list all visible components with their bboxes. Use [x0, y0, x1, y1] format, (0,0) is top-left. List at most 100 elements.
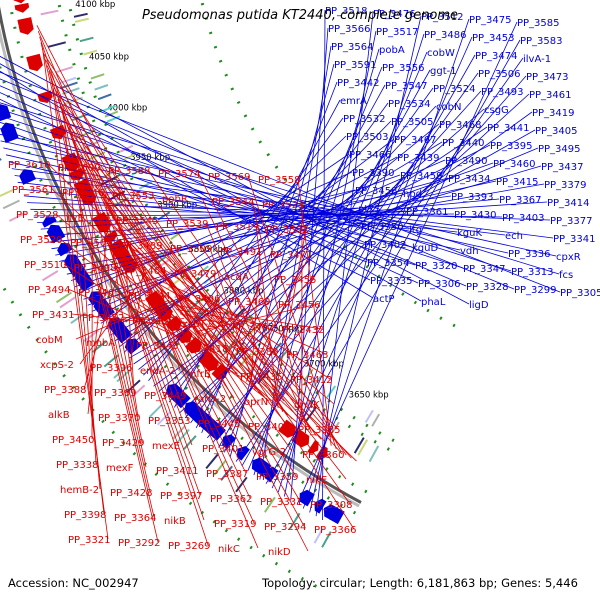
reverse-gene-label: PP_3338 [56, 460, 99, 471]
forward-gene-label: PP_3379 [544, 180, 587, 191]
category-bar [185, 299, 201, 313]
red-label-connector [37, 30, 259, 549]
forward-gene-label: PP_3556 [382, 63, 425, 74]
category-bar [0, 158, 2, 161]
red-label-connector [74, 143, 147, 468]
category-bar [159, 267, 176, 281]
reverse-gene-label: PP_3510 [24, 260, 67, 271]
blue-label-connector [0, 115, 464, 269]
red-label-connector [69, 132, 247, 474]
forward-gene-label: PP_3505 [391, 117, 434, 128]
forward-gene-label: ltg [409, 225, 422, 236]
forward-gene-label: PP_3437 [541, 162, 584, 173]
category-bar [205, 453, 219, 470]
forward-gene-label: PP_3313 [511, 267, 554, 278]
category-bar [220, 465, 233, 481]
red-label-connector [123, 237, 135, 393]
blue-label-connector [184, 90, 482, 419]
forward-gene-label: PP_3547 [385, 81, 428, 92]
reverse-gene-label: PP_3464 [124, 266, 167, 277]
forward-gene-label: PP_3350 [361, 222, 404, 233]
reverse-gene-label: PP_3319 [214, 519, 257, 530]
reverse-gene-label: xcpT-2 [182, 319, 215, 330]
forward-gene-label: PP_3361 [406, 207, 449, 218]
forward-gene-label: PP_3402 [364, 240, 407, 251]
reverse-gene-label: PP_3491 [220, 247, 263, 258]
reverse-gene-label: PP_3588 [108, 166, 151, 177]
reverse-gene-label: PP_3489 [120, 241, 163, 252]
red-label-connector [172, 304, 323, 330]
kbp-label: 3800 kbp [223, 286, 263, 296]
red-label-connector [86, 170, 193, 446]
kbp-label: 4050 kbp [89, 53, 129, 63]
category-bar [41, 270, 59, 282]
forward-gene-label: PP_3566 [328, 24, 371, 35]
reverse-gene-label: nikE [306, 475, 327, 486]
category-bar [321, 531, 332, 548]
red-label-connector [55, 93, 301, 502]
red-label-connector [57, 99, 251, 499]
category-bar [353, 437, 365, 454]
forward-gene-label: PP_3441 [487, 123, 530, 134]
forward-gene-label: PP_3395 [490, 141, 533, 152]
red-label-connector [150, 276, 327, 355]
red-label-connector [63, 263, 243, 379]
forward-gene-label: PP_3367 [499, 195, 542, 206]
red-label-connector [130, 247, 331, 380]
reverse-gene-label: PP_3509 [170, 244, 213, 255]
reverse-gene-label: PP_3600 [58, 163, 101, 174]
forward-gene-label: cobW [427, 48, 455, 59]
red-label-connector [46, 65, 255, 524]
red-label-connector [197, 172, 342, 453]
forward-gene-label: hpd [403, 189, 422, 200]
red-label-connector [42, 48, 109, 540]
forward-gene-label: PP_3336 [508, 249, 551, 260]
kbp-label: 4000 kbp [107, 104, 147, 114]
forward-gene-label: PP_3306 [418, 279, 461, 290]
reverse-gene-label: acdA [224, 272, 249, 283]
category-bar [60, 81, 78, 90]
category-bar [74, 17, 89, 23]
red-label-connector [195, 303, 319, 333]
reverse-gene-label: PP_3463 [286, 350, 329, 361]
forward-gene-label: PP_3354 [367, 258, 410, 269]
reverse-gene-label: PP_3418 [186, 344, 229, 355]
reverse-gene-label: PP_3444 [128, 291, 171, 302]
forward-gene-label: PP_3458 [355, 186, 398, 197]
kbp-label: 4100 kbp [75, 0, 115, 10]
forward-gene-label: PP_3347 [463, 264, 506, 275]
red-label-connector [75, 299, 170, 340]
category-bar [97, 93, 112, 101]
reverse-gene-label: PP_3569 [208, 172, 251, 183]
category-bar [130, 384, 146, 399]
category-bar [234, 307, 246, 319]
reverse-gene-label: ilvE [66, 213, 84, 224]
red-label-connector [89, 175, 143, 443]
reverse-gene-label: PP_3411 [156, 466, 199, 477]
red-label-connector [61, 110, 151, 493]
reverse-gene-label: PP_3396 [90, 363, 133, 374]
forward-gene-label: PP_3415 [496, 177, 539, 188]
reverse-gene-label: PP_3558 [258, 175, 301, 186]
reverse-gene-label: PP_3450 [52, 435, 95, 446]
forward-gene-label: kguK [457, 228, 482, 239]
red-label-connector [39, 36, 209, 546]
red-label-connector [63, 115, 101, 490]
reverse-gene-label: PP_3523 [262, 200, 305, 211]
red-label-connector [245, 253, 311, 382]
reverse-gene-label: PP_3366 [314, 525, 357, 536]
blue-label-connector [0, 102, 560, 275]
blue-label-connector [96, 156, 398, 318]
category-bar [263, 496, 276, 513]
blue-label-connector [0, 121, 416, 266]
genome-summary-text: Topology: circular; Length: 6,181,863 bp… [262, 576, 578, 590]
category-bar [368, 445, 380, 463]
red-label-connector [155, 219, 288, 416]
reverse-gene-label: PP_3445 [198, 419, 241, 430]
forward-gene-label: PP_3468 [439, 120, 482, 131]
reverse-gene-label: PP_3498 [74, 263, 117, 274]
category-bar [2, 199, 20, 210]
category-bar [213, 460, 227, 476]
reverse-gene-label: PP_3364 [114, 513, 157, 524]
forward-gene-label: ggt-1 [430, 66, 457, 77]
